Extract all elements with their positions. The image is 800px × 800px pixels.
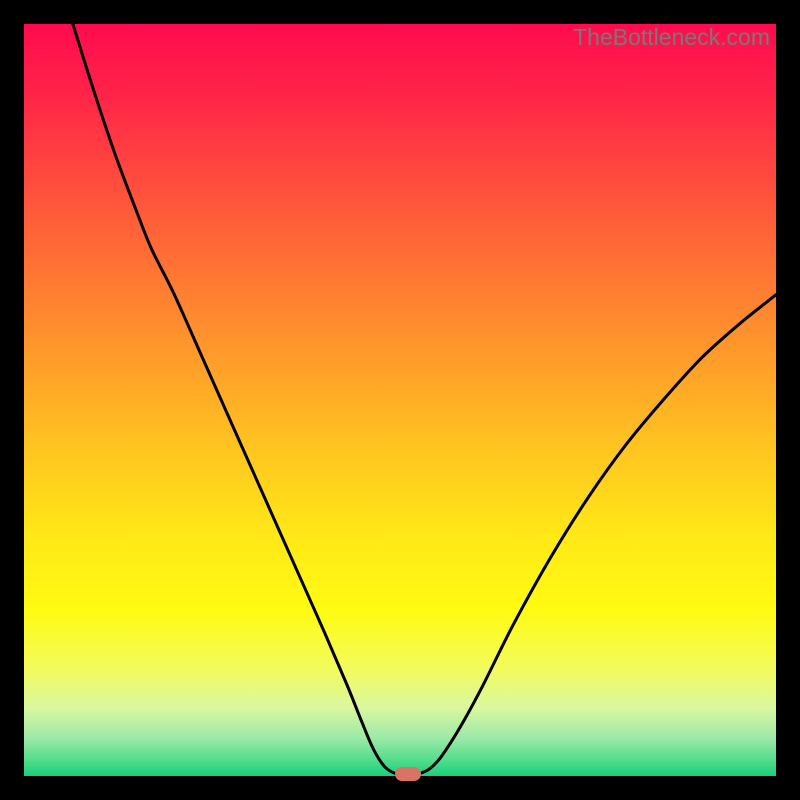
minimum-marker: [395, 767, 421, 781]
chart-frame: TheBottleneck.com: [0, 0, 800, 800]
bottleneck-curve: [24, 24, 776, 776]
plot-area: TheBottleneck.com: [24, 24, 776, 776]
watermark-text: TheBottleneck.com: [573, 24, 770, 51]
